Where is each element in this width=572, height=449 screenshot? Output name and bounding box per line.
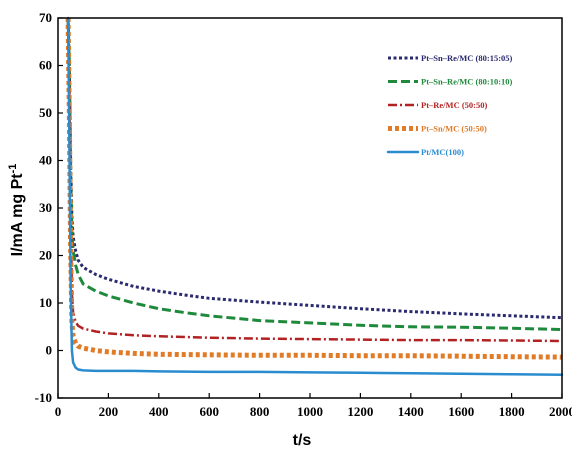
y-tick-label: 20 <box>39 248 52 263</box>
x-tick-label: 1600 <box>448 404 474 419</box>
x-tick-label: 1800 <box>499 404 525 419</box>
y-axis-ticks: -10 0 10 20 30 40 50 60 70 <box>35 10 63 405</box>
x-tick-label: 600 <box>199 404 219 419</box>
x-tick-label: 1000 <box>297 404 323 419</box>
plot-frame <box>57 17 563 399</box>
y-tick-label: 60 <box>39 58 52 73</box>
y-tick-label: -10 <box>35 390 52 405</box>
y-tick-label: 40 <box>39 153 52 168</box>
legend-label-5: Pt/MC(100) <box>421 147 464 157</box>
x-tick-label: 200 <box>99 404 119 419</box>
y-tick-label: 30 <box>39 200 52 215</box>
series-layer <box>65 16 564 376</box>
legend-label-2: Pt–Sn–Re/MC (80:10:10) <box>421 77 513 87</box>
y-tick-label: 10 <box>39 295 52 310</box>
y-axis-title-main: I/mA mg Pt <box>9 173 26 257</box>
x-tick-label: 2000 <box>549 404 572 419</box>
series-line-2 <box>66 17 563 332</box>
y-axis-title-superscript: -1 <box>7 164 19 174</box>
x-tick-label: 800 <box>250 404 270 419</box>
x-tick-label: 1200 <box>347 404 373 419</box>
legend-label-1: Pt–Sn–Re/MC (80:15:05) <box>421 53 513 63</box>
legend-label-3: Pt–Re/MC (50:50) <box>421 100 487 110</box>
series-line-5 <box>66 16 564 376</box>
y-axis-title: I/mA mg Pt-1 <box>7 164 26 257</box>
legend-label-4: Pt–Sn/MC (50:50) <box>421 124 487 134</box>
x-axis-title: t/s <box>293 432 312 449</box>
y-tick-label: 0 <box>46 343 53 358</box>
x-tick-label: 0 <box>55 404 62 419</box>
x-tick-label: 1400 <box>398 404 424 419</box>
series-line-4 <box>65 17 563 360</box>
x-tick-label: 400 <box>149 404 169 419</box>
series-line-3 <box>66 17 563 343</box>
y-tick-label: 50 <box>39 105 52 120</box>
legend: Pt–Sn–Re/MC (80:15:05) Pt–Sn–Re/MC (80:10… <box>386 53 513 157</box>
y-tick-label: 70 <box>39 10 52 25</box>
x-axis-ticks: 0 200 400 600 800 1000 1200 1400 1600 1800 2000 <box>55 393 572 419</box>
